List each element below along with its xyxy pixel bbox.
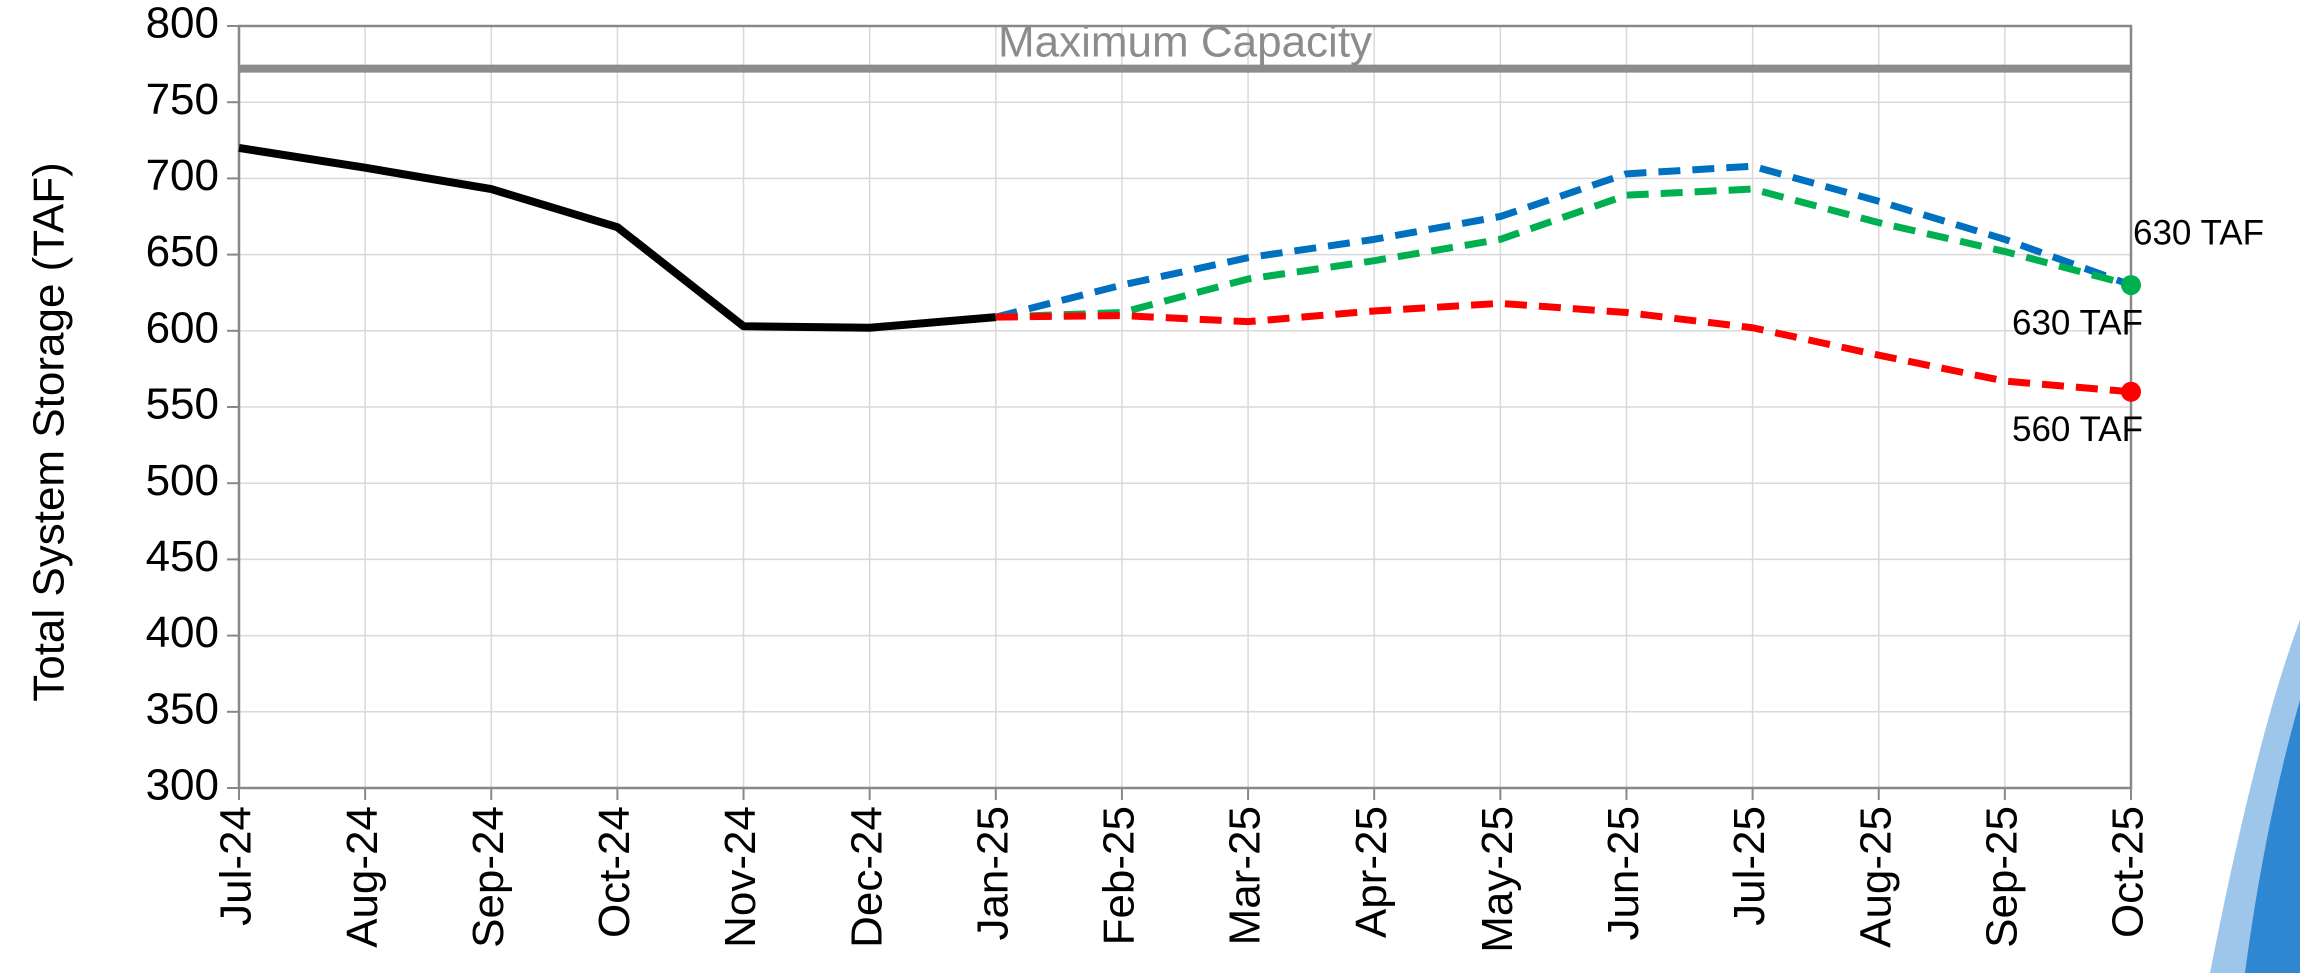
y-tick-label: 800: [146, 0, 219, 48]
y-tick-label: 650: [146, 227, 219, 276]
chart: Total System Storage (TAF) 300 350 400 450 5…: [0, 0, 2300, 973]
end-marker: [2121, 382, 2141, 402]
end-marker: [2121, 275, 2141, 295]
x-tick-label: Jul-24: [212, 806, 261, 926]
x-tick-label: Feb-25: [1095, 806, 1144, 945]
x-tick-label: Oct-24: [590, 806, 639, 938]
y-tick-label: 700: [146, 151, 219, 200]
page: Total System Storage (TAF) 300 350 400 450 5…: [0, 0, 2300, 973]
x-tick-label: Dec-24: [842, 806, 891, 948]
series-line: [996, 303, 2131, 391]
x-tick-label: Jul-25: [1725, 806, 1774, 926]
end-label: 630 TAF: [2133, 213, 2264, 252]
x-tick-label: Jun-25: [1599, 806, 1648, 941]
x-tick-label: Nov-24: [716, 806, 765, 948]
y-tick-label: 600: [146, 303, 219, 352]
x-tick-label: Mar-25: [1221, 806, 1270, 945]
y-tick-label: 750: [146, 75, 219, 124]
x-tick-label: Aug-25: [1851, 806, 1900, 948]
y-tick-label: 400: [146, 608, 219, 657]
y-tick-label: 350: [146, 684, 219, 733]
y-tick-label: 300: [146, 761, 219, 810]
x-tick-label: Apr-25: [1347, 806, 1396, 938]
x-tick-label: May-25: [1473, 806, 1522, 953]
series-line: [996, 189, 2131, 317]
reference-label: Maximum Capacity: [998, 17, 1372, 66]
y-tick-label: 550: [146, 380, 219, 429]
x-tick-label: Sep-24: [464, 806, 513, 948]
end-label: 560 TAF: [2012, 410, 2143, 449]
x-tick-label: Sep-25: [1977, 806, 2026, 948]
x-tick-label: Aug-24: [338, 806, 387, 948]
y-tick-label: 450: [146, 532, 219, 581]
end-label: 630 TAF: [2012, 303, 2143, 342]
y-axis-title: Total System Storage (TAF): [25, 162, 74, 702]
x-tick-label: Oct-25: [2104, 806, 2153, 938]
y-tick-label: 500: [146, 456, 219, 505]
x-tick-label: Jan-25: [968, 806, 1017, 941]
